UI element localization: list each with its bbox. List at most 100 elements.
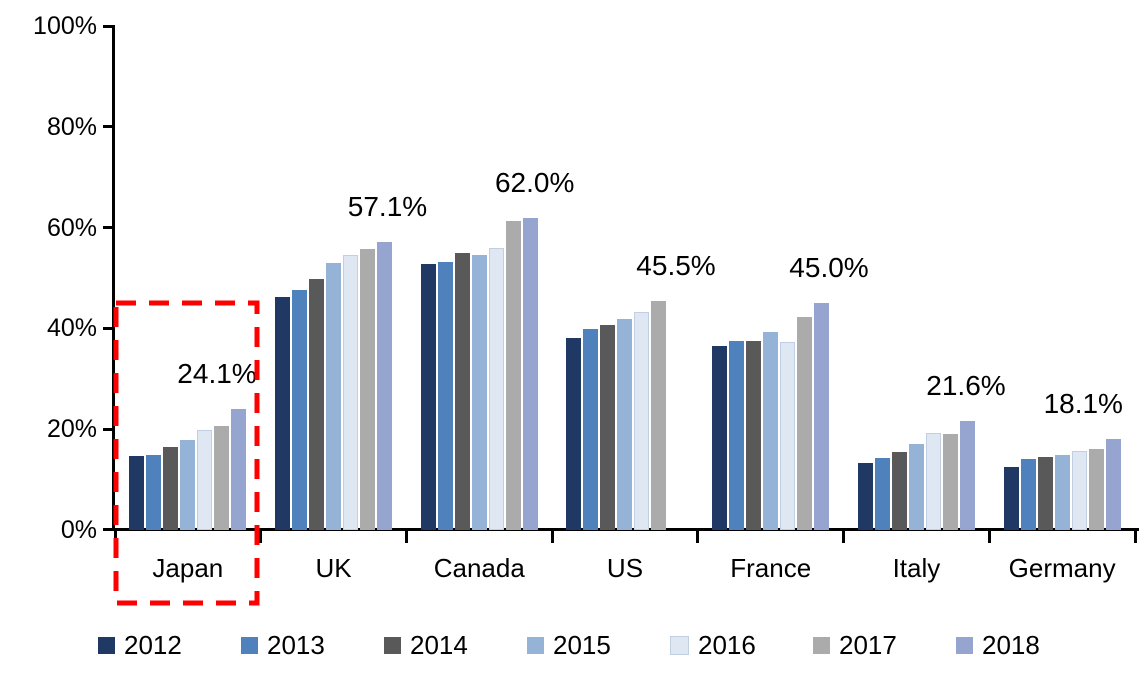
legend-swatch-2012	[98, 636, 115, 654]
x-tick-2	[404, 530, 408, 543]
bar-us-2017	[651, 300, 667, 530]
y-axis-label-20: 20%	[46, 415, 97, 444]
bar-group-france	[698, 303, 844, 530]
category-label-japan: Japan	[152, 553, 224, 583]
legend-item-2014: 2014	[384, 630, 527, 660]
category-label-italy: Italy	[892, 553, 941, 583]
y-tick-60	[103, 226, 115, 230]
data-label-us: 45.5%	[636, 249, 716, 281]
legend: 2012 2013 2014 2015 2016 2017 2018	[98, 630, 1099, 660]
data-label-canada: 62.0%	[494, 166, 575, 198]
legend-label-2018: 2018	[982, 630, 1040, 660]
bar-group-japan	[115, 408, 261, 530]
bar-france-2015	[763, 332, 779, 530]
bar-group-us	[552, 300, 698, 530]
y-tick-100	[103, 24, 115, 28]
bar-germany-2013	[1020, 458, 1036, 530]
bar-france-2012	[712, 346, 728, 530]
legend-swatch-2013	[241, 636, 258, 654]
bar-canada-2015	[471, 255, 487, 530]
legend-item-2016: 2016	[670, 630, 813, 660]
bar-italy-2013	[874, 457, 890, 530]
bar-canada-2018	[522, 217, 538, 530]
legend-swatch-2015	[527, 636, 544, 654]
bar-group-uk	[261, 242, 407, 530]
y-axis-label-80: 80%	[46, 112, 97, 141]
legend-label-2015: 2015	[553, 630, 611, 660]
legend-item-2013: 2013	[241, 630, 384, 660]
bar-uk-2016	[343, 254, 359, 530]
x-tick-7	[1133, 530, 1137, 543]
bar-canada-2014	[454, 253, 470, 530]
bar-france-2014	[746, 340, 762, 530]
bar-italy-2016	[925, 433, 941, 530]
y-axis-label-60: 60%	[46, 213, 97, 242]
bar-uk-2017	[360, 248, 376, 530]
bar-france-2018	[814, 303, 830, 530]
legend-swatch-2014	[384, 636, 401, 654]
bar-canada-2017	[505, 220, 521, 530]
y-tick-20	[103, 427, 115, 431]
bar-germany-2017	[1088, 449, 1104, 530]
legend-swatch-2016	[670, 635, 689, 655]
category-label-germany: Germany	[1008, 553, 1116, 583]
bar-germany-2012	[1003, 466, 1019, 530]
legend-label-2017: 2017	[839, 630, 897, 660]
bar-japan-2018	[231, 408, 247, 530]
bar-uk-2012	[275, 297, 291, 530]
legend-item-2015: 2015	[527, 630, 670, 660]
bar-japan-2012	[129, 455, 145, 530]
bar-canada-2012	[420, 264, 436, 530]
bar-uk-2014	[309, 279, 325, 530]
x-tick-3	[550, 530, 554, 543]
bar-germany-2015	[1054, 454, 1070, 530]
data-label-japan: 24.1%	[177, 357, 257, 389]
y-axis-label-100: 100%	[33, 12, 97, 40]
bar-group-italy	[844, 421, 990, 530]
bar-uk-2018	[377, 242, 393, 530]
bar-germany-2014	[1037, 457, 1053, 530]
x-tick-0	[113, 530, 117, 543]
legend-item-2012: 2012	[98, 630, 241, 660]
legend-swatch-2017	[813, 636, 830, 654]
legend-label-2013: 2013	[267, 630, 325, 660]
bar-uk-2013	[292, 290, 308, 530]
bar-italy-2012	[857, 462, 873, 530]
legend-label-2016: 2016	[698, 630, 756, 660]
bar-us-2015	[617, 319, 633, 530]
bar-italy-2014	[891, 451, 907, 530]
data-label-germany: 18.1%	[1043, 387, 1123, 419]
bar-france-2013	[729, 340, 745, 530]
x-tick-1	[259, 530, 263, 543]
y-axis-label-40: 40%	[46, 314, 97, 343]
y-axis-line	[112, 26, 115, 530]
bar-group-germany	[989, 438, 1135, 530]
bar-us-2013	[583, 329, 599, 530]
bar-japan-2013	[146, 454, 162, 530]
data-label-italy: 21.6%	[926, 370, 1006, 402]
bar-italy-2015	[908, 444, 924, 530]
bar-japan-2014	[163, 447, 179, 530]
bar-france-2016	[780, 342, 796, 530]
bar-us-2012	[566, 338, 582, 530]
bar-canada-2016	[488, 247, 504, 530]
bar-japan-2017	[214, 425, 230, 530]
y-tick-40	[103, 326, 115, 330]
bar-group-canada	[406, 217, 552, 530]
category-label-canada: Canada	[433, 553, 525, 583]
legend-label-2012: 2012	[124, 630, 182, 660]
bar-japan-2015	[180, 439, 196, 530]
legend-item-2018: 2018	[956, 630, 1099, 660]
bar-italy-2017	[942, 433, 958, 530]
legend-swatch-2018	[956, 636, 973, 654]
bar-us-2016	[634, 312, 650, 530]
bar-japan-2016	[197, 430, 213, 530]
data-label-uk: 57.1%	[347, 191, 428, 223]
data-label-france: 45.0%	[789, 252, 869, 284]
category-label-france: France	[730, 553, 812, 583]
bar-uk-2015	[326, 262, 342, 530]
y-axis-label-0: 0%	[60, 516, 97, 544]
bar-italy-2018	[959, 421, 975, 530]
legend-label-2014: 2014	[410, 630, 468, 660]
